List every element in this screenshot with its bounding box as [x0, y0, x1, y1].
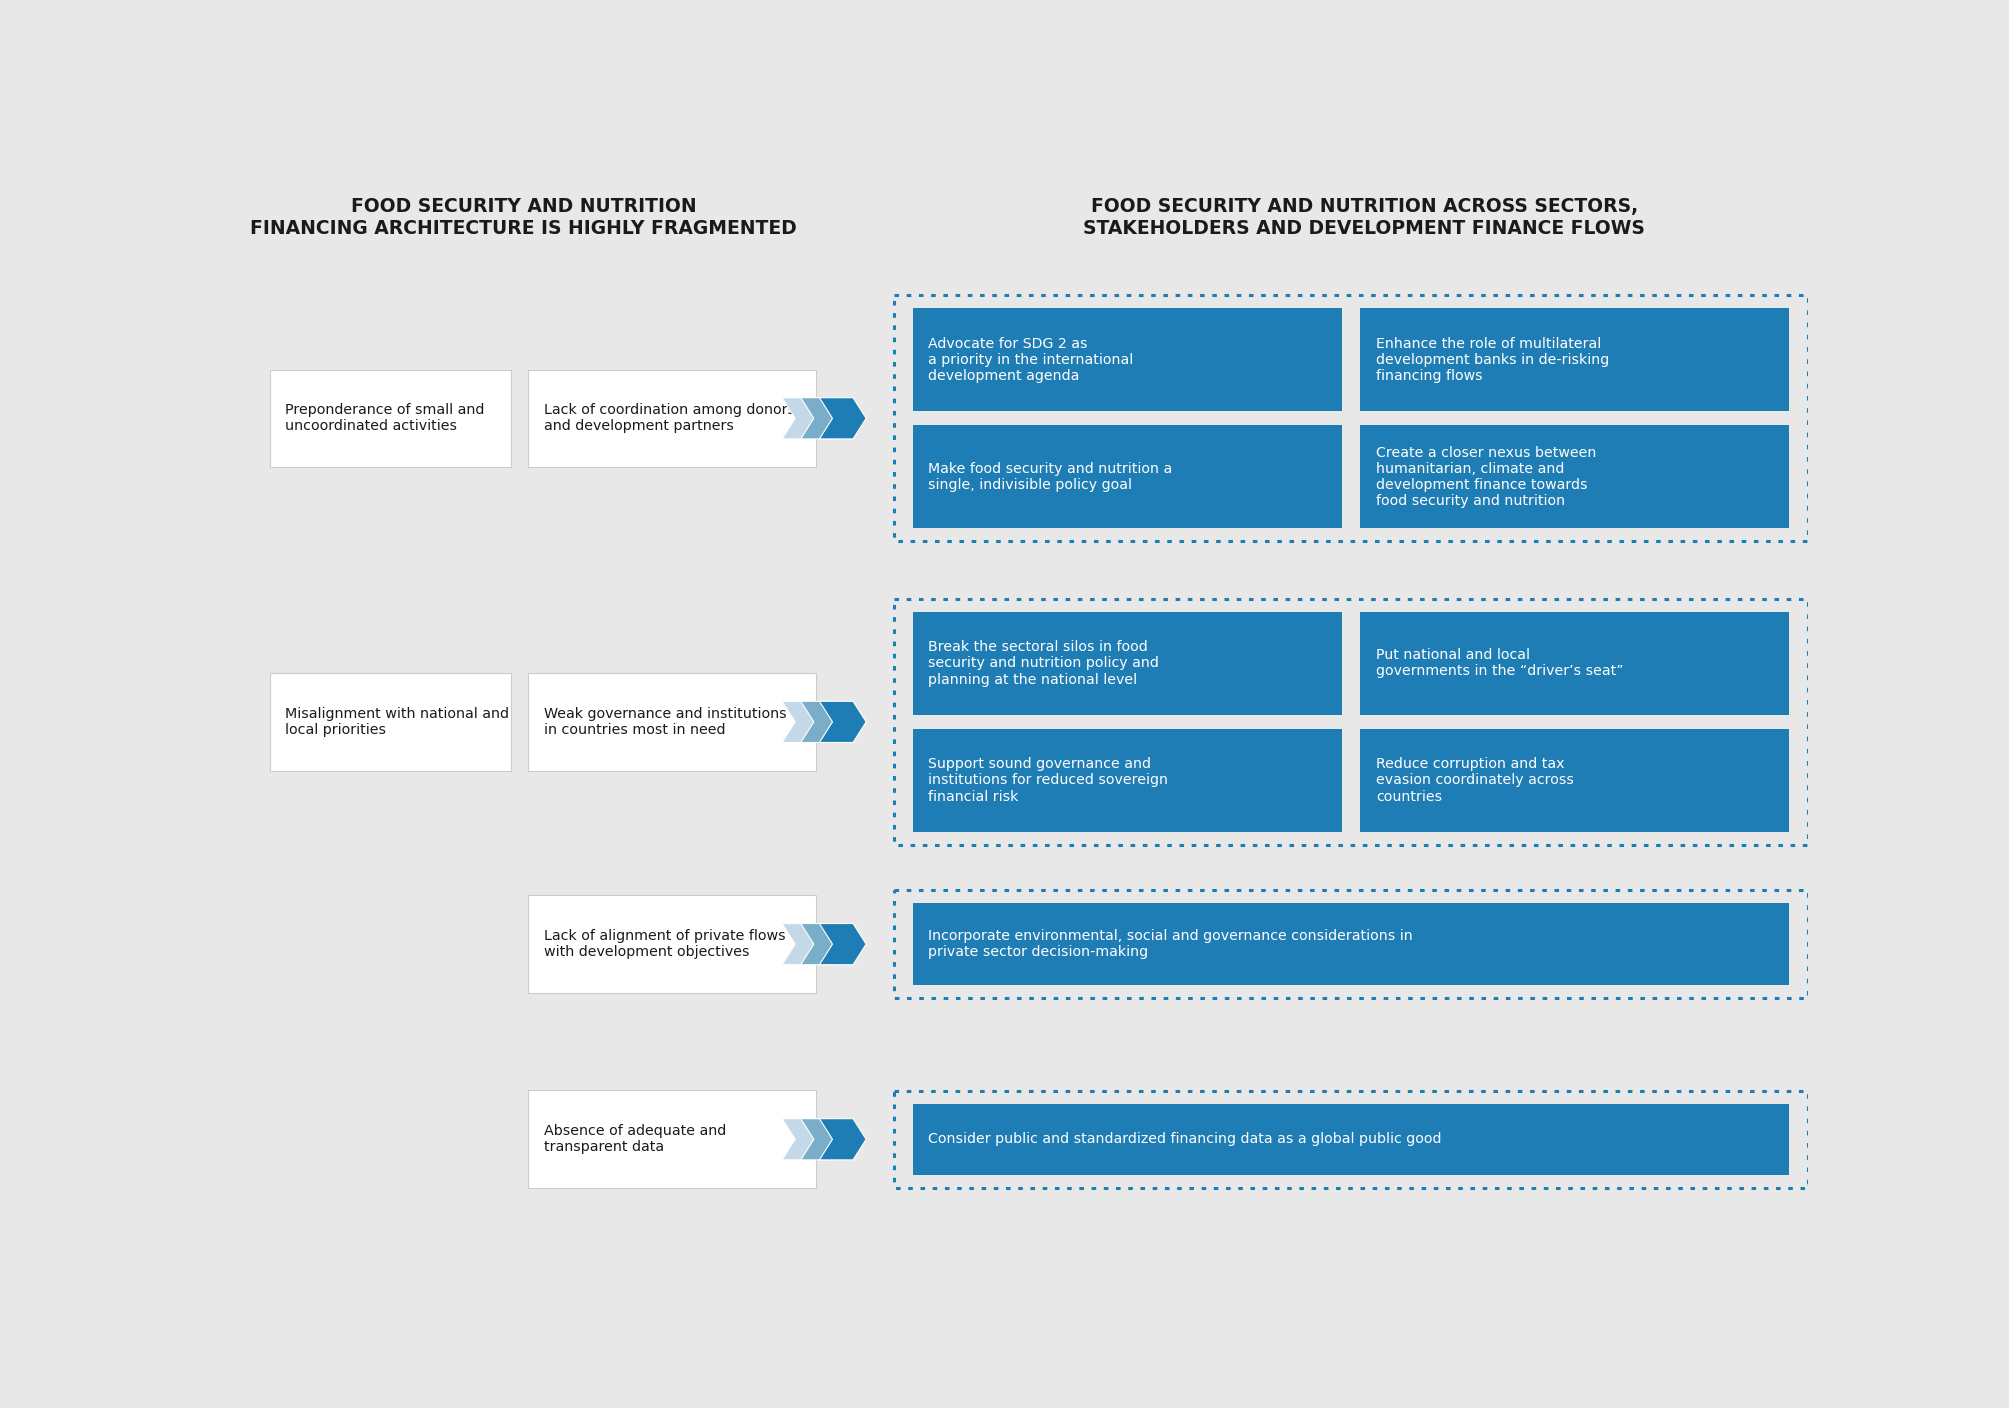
Text: Preponderance of small and
uncoordinated activities: Preponderance of small and uncoordinated…	[285, 403, 484, 434]
Text: Misalignment with national and
local priorities: Misalignment with national and local pri…	[285, 707, 510, 736]
FancyBboxPatch shape	[1360, 729, 1790, 832]
Text: Absence of adequate and
transparent data: Absence of adequate and transparent data	[544, 1124, 725, 1155]
Text: Enhance the role of multilateral
development banks in de-risking
financing flows: Enhance the role of multilateral develop…	[1376, 337, 1609, 383]
Text: Make food security and nutrition a
single, indivisible policy goal: Make food security and nutrition a singl…	[928, 462, 1173, 491]
FancyBboxPatch shape	[1360, 308, 1790, 411]
Polygon shape	[782, 701, 830, 742]
Text: Break the sectoral silos in food
security and nutrition policy and
planning at t: Break the sectoral silos in food securit…	[928, 641, 1159, 687]
Text: FOOD SECURITY AND NUTRITION ACROSS SECTORS,
STAKEHOLDERS AND DEVELOPMENT FINANCE: FOOD SECURITY AND NUTRITION ACROSS SECTO…	[1083, 197, 1645, 238]
Polygon shape	[820, 701, 866, 742]
Polygon shape	[782, 924, 830, 964]
Polygon shape	[820, 924, 866, 964]
Polygon shape	[802, 1119, 848, 1160]
FancyBboxPatch shape	[528, 673, 816, 770]
Polygon shape	[802, 397, 848, 439]
Text: Incorporate environmental, social and governance considerations in
private secto: Incorporate environmental, social and go…	[928, 929, 1412, 959]
Polygon shape	[802, 924, 848, 964]
FancyBboxPatch shape	[528, 1090, 816, 1188]
FancyBboxPatch shape	[1360, 425, 1790, 528]
Polygon shape	[782, 1119, 830, 1160]
Text: Put national and local
governments in the “driver’s seat”: Put national and local governments in th…	[1376, 648, 1623, 679]
Text: Lack of alignment of private flows
with development objectives: Lack of alignment of private flows with …	[544, 929, 786, 959]
FancyBboxPatch shape	[912, 729, 1342, 832]
Text: Lack of coordination among donors
and development partners: Lack of coordination among donors and de…	[544, 403, 796, 434]
FancyBboxPatch shape	[269, 369, 510, 467]
Text: FOOD SECURITY AND NUTRITION
FINANCING ARCHITECTURE IS HIGHLY FRAGMENTED: FOOD SECURITY AND NUTRITION FINANCING AR…	[251, 197, 798, 238]
Text: Consider public and standardized financing data as a global public good: Consider public and standardized financi…	[928, 1132, 1442, 1146]
FancyBboxPatch shape	[269, 673, 510, 770]
Text: Reduce corruption and tax
evasion coordinately across
countries: Reduce corruption and tax evasion coordi…	[1376, 758, 1573, 804]
Text: Create a closer nexus between
humanitarian, climate and
development finance towa: Create a closer nexus between humanitari…	[1376, 445, 1597, 508]
FancyBboxPatch shape	[912, 1104, 1790, 1174]
Polygon shape	[820, 1119, 866, 1160]
Polygon shape	[820, 397, 866, 439]
FancyBboxPatch shape	[912, 612, 1342, 715]
FancyBboxPatch shape	[912, 308, 1342, 411]
Text: Advocate for SDG 2 as
a priority in the international
development agenda: Advocate for SDG 2 as a priority in the …	[928, 337, 1133, 383]
FancyBboxPatch shape	[528, 369, 816, 467]
Polygon shape	[782, 397, 830, 439]
Polygon shape	[802, 701, 848, 742]
FancyBboxPatch shape	[528, 895, 816, 993]
Text: Weak governance and institutions
in countries most in need: Weak governance and institutions in coun…	[544, 707, 786, 736]
FancyBboxPatch shape	[912, 904, 1790, 984]
FancyBboxPatch shape	[1360, 612, 1790, 715]
Text: Support sound governance and
institutions for reduced sovereign
financial risk: Support sound governance and institution…	[928, 758, 1169, 804]
FancyBboxPatch shape	[912, 425, 1342, 528]
